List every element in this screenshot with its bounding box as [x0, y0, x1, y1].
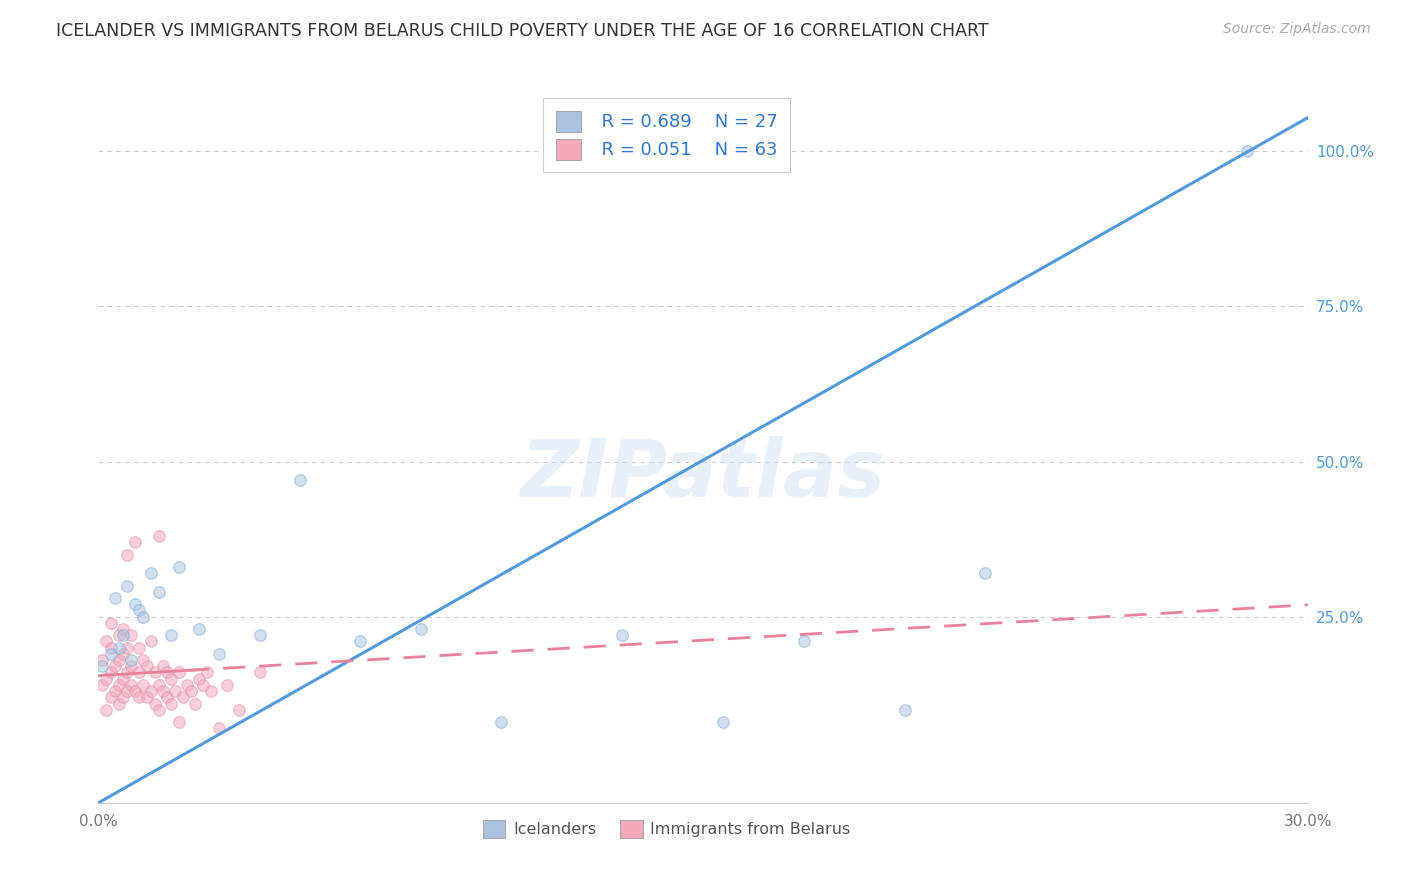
Point: [91, 678, 114, 692]
Point: [491, 715, 513, 730]
Point: [156, 665, 179, 680]
Point: [100, 615, 122, 630]
Point: [111, 647, 134, 661]
Point: [188, 672, 211, 686]
Point: [107, 640, 129, 655]
Point: [115, 640, 138, 655]
Point: [111, 622, 134, 636]
Point: [128, 665, 150, 680]
Point: [132, 678, 155, 692]
Point: [409, 622, 432, 636]
Point: [103, 659, 125, 673]
Point: [139, 634, 162, 648]
Point: [128, 640, 150, 655]
Point: [188, 622, 211, 636]
Point: [160, 672, 183, 686]
Point: [128, 603, 150, 617]
Point: [148, 678, 170, 692]
Point: [115, 684, 138, 698]
Point: [96, 634, 118, 648]
Point: [115, 579, 138, 593]
Point: [111, 690, 134, 705]
Point: [143, 665, 166, 680]
Point: [91, 659, 114, 673]
Point: [100, 647, 122, 661]
Point: [111, 672, 134, 686]
Point: [217, 678, 239, 692]
Point: [124, 597, 146, 611]
Point: [139, 684, 162, 698]
Point: [107, 697, 129, 711]
Point: [128, 690, 150, 705]
Point: [107, 678, 129, 692]
Point: [167, 715, 190, 730]
Point: [249, 665, 271, 680]
Point: [107, 628, 129, 642]
Point: [349, 634, 371, 648]
Point: [249, 628, 271, 642]
Point: [91, 653, 114, 667]
Point: [120, 678, 142, 692]
Point: [228, 703, 250, 717]
Point: [148, 703, 170, 717]
Point: [184, 697, 207, 711]
Point: [100, 690, 122, 705]
Point: [120, 659, 142, 673]
Point: [180, 684, 202, 698]
Point: [200, 684, 222, 698]
Point: [103, 591, 125, 605]
Point: [152, 684, 174, 698]
Text: ICELANDER VS IMMIGRANTS FROM BELARUS CHILD POVERTY UNDER THE AGE OF 16 CORRELATI: ICELANDER VS IMMIGRANTS FROM BELARUS CHI…: [56, 22, 988, 40]
Point: [120, 628, 142, 642]
Point: [124, 684, 146, 698]
Point: [148, 529, 170, 543]
Point: [160, 697, 183, 711]
Point: [156, 690, 179, 705]
Point: [208, 722, 231, 736]
Point: [793, 634, 815, 648]
Point: [893, 703, 915, 717]
Point: [132, 609, 155, 624]
Point: [139, 566, 162, 581]
Point: [711, 715, 734, 730]
Point: [115, 548, 138, 562]
Point: [143, 697, 166, 711]
Point: [135, 690, 157, 705]
Point: [974, 566, 997, 581]
Point: [100, 640, 122, 655]
Point: [115, 665, 138, 680]
Point: [612, 628, 634, 642]
Point: [160, 628, 183, 642]
Legend: Icelanders, Immigrants from Belarus: Icelanders, Immigrants from Belarus: [477, 814, 858, 845]
Point: [100, 665, 122, 680]
Point: [288, 473, 311, 487]
Text: ZIPatlas: ZIPatlas: [520, 435, 886, 514]
Text: Source: ZipAtlas.com: Source: ZipAtlas.com: [1223, 22, 1371, 37]
Point: [208, 647, 231, 661]
Point: [193, 678, 215, 692]
Point: [195, 665, 218, 680]
Point: [1236, 145, 1258, 159]
Point: [96, 672, 118, 686]
Point: [152, 659, 174, 673]
Point: [135, 659, 157, 673]
Point: [148, 584, 170, 599]
Point: [176, 678, 198, 692]
Point: [111, 628, 134, 642]
Point: [107, 653, 129, 667]
Point: [167, 665, 190, 680]
Point: [96, 703, 118, 717]
Point: [120, 653, 142, 667]
Point: [167, 560, 190, 574]
Point: [172, 690, 194, 705]
Point: [132, 653, 155, 667]
Point: [163, 684, 186, 698]
Point: [103, 684, 125, 698]
Point: [124, 535, 146, 549]
